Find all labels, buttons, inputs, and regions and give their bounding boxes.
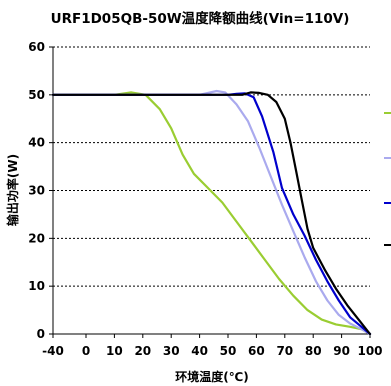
y-axis-label: 输出功率(W) (5, 154, 20, 226)
grid (53, 46, 370, 287)
series-group (51, 89, 372, 336)
y-tick-label: 20 (28, 231, 45, 245)
x-tick-label: 100 (357, 344, 382, 358)
series-line (51, 89, 372, 336)
y-tick-label: 10 (28, 279, 45, 293)
x-axis-label: 环境温度(℃) (175, 369, 249, 384)
y-tick-label: 40 (28, 136, 45, 150)
legend (384, 112, 391, 246)
x-tick-label: 80 (305, 344, 322, 358)
x-tick-label: -40 (42, 344, 64, 358)
series-line (51, 92, 372, 336)
y-tick-label: 0 (37, 327, 45, 341)
x-tick-label: 0 (82, 344, 90, 358)
x-tick-label: 40 (191, 344, 208, 358)
axes (49, 46, 371, 338)
series-line (51, 91, 372, 336)
x-tick-label: 20 (134, 344, 151, 358)
x-tick-label: 70 (276, 344, 293, 358)
y-tick-label: 50 (28, 88, 45, 102)
x-tick-label: 30 (163, 344, 180, 358)
x-tick-label: 90 (333, 344, 350, 358)
x-tick-label: 60 (248, 344, 265, 358)
series-line (51, 91, 372, 336)
y-tick-label: 60 (28, 40, 45, 54)
tick-labels: 0 10 20 30 40 50 60 -40 0 10 20 30 40 50 60 70 80 90 100 (28, 40, 382, 358)
x-tick-label: 50 (220, 344, 237, 358)
x-tick-label: 10 (106, 344, 123, 358)
chart-title: URF1D05QB-50W温度降额曲线(Vin=110V) (51, 10, 350, 27)
y-tick-label: 30 (28, 184, 45, 198)
